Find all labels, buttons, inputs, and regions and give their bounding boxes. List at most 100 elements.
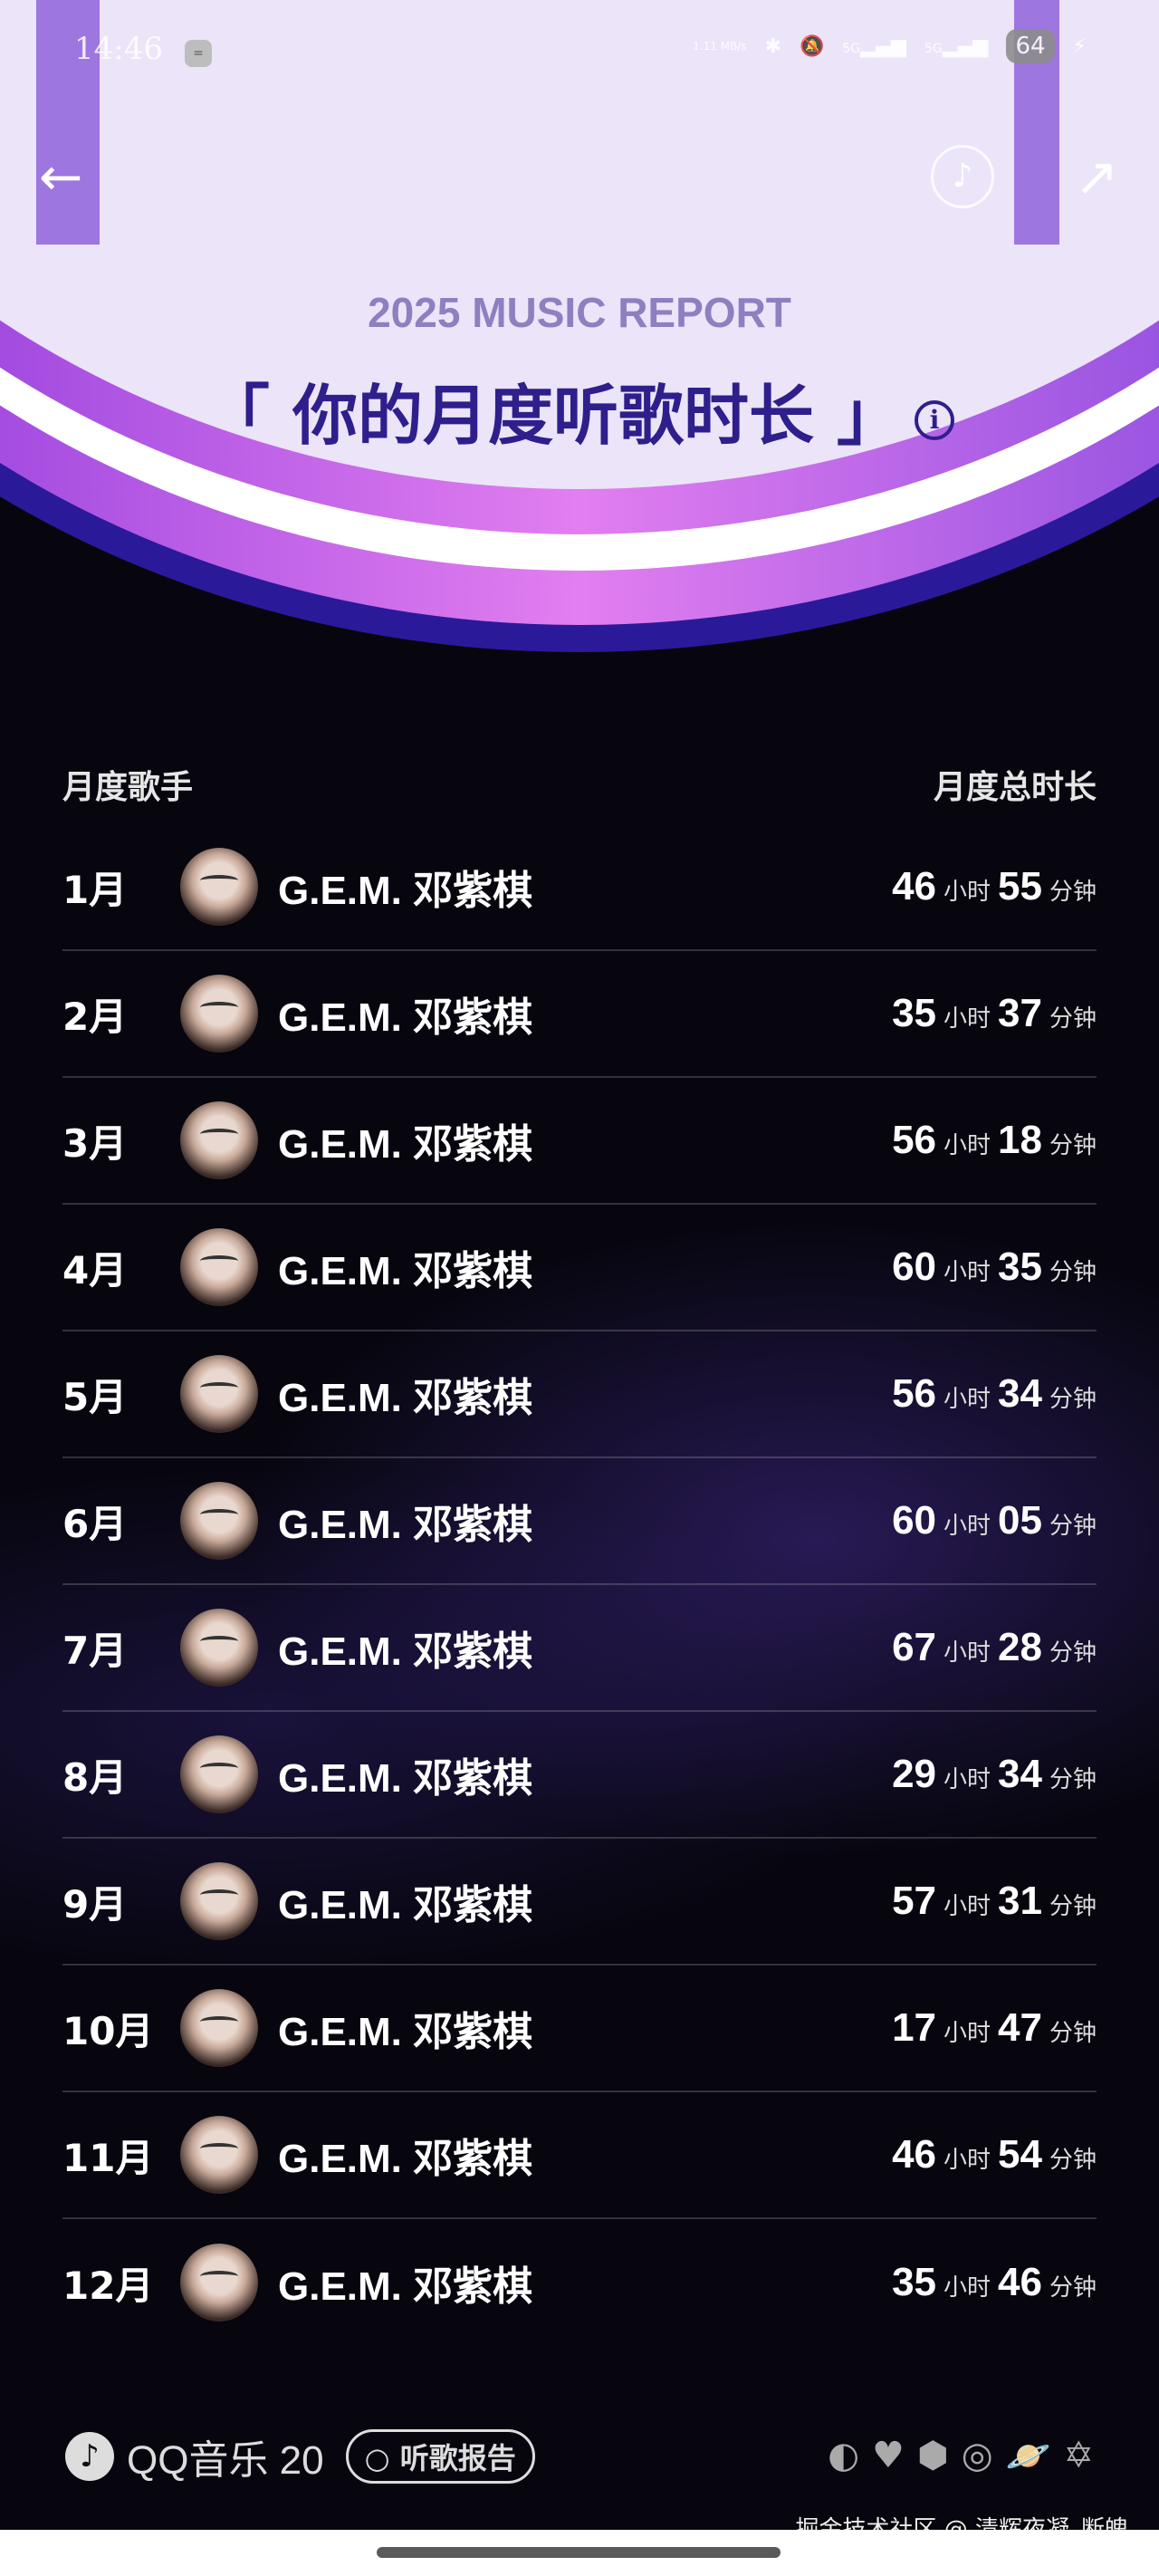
avatar bbox=[180, 1355, 258, 1433]
hero-background bbox=[0, 0, 1159, 688]
bluetooth-icon: ✱ bbox=[764, 34, 781, 58]
avatar bbox=[180, 1482, 258, 1560]
minutes-value: 31 bbox=[998, 1879, 1042, 1923]
hour-unit: 小时 bbox=[943, 2020, 991, 2047]
brand-name: QQ音乐 20 bbox=[127, 2438, 324, 2483]
page-title: 「 你的月度听歌时长 」 i bbox=[0, 362, 1159, 457]
duration: 56 小时 34 分钟 bbox=[892, 1371, 1097, 1417]
duration: 60 小时 35 分钟 bbox=[892, 1245, 1097, 1290]
minutes-value: 05 bbox=[998, 1498, 1042, 1543]
duration: 46 小时 54 分钟 bbox=[892, 2132, 1097, 2177]
table-header: 月度歌手 月度总时长 bbox=[62, 761, 1097, 824]
minute-unit: 分钟 bbox=[1049, 2147, 1097, 2174]
report-subtitle: 2025 MUSIC REPORT bbox=[368, 289, 791, 336]
table-row: 1月 G.E.M. 邓紫棋 46 小时 55 分钟 bbox=[62, 824, 1097, 951]
table-row: 11月 G.E.M. 邓紫棋 46 小时 54 分钟 bbox=[62, 2092, 1097, 2219]
artist-name: G.E.M. 邓紫棋 bbox=[278, 1122, 533, 1167]
minutes-value: 55 bbox=[998, 864, 1042, 908]
minute-unit: 分钟 bbox=[1049, 1386, 1097, 1413]
minutes-value: 18 bbox=[998, 1118, 1042, 1162]
minute-unit: 分钟 bbox=[1049, 1005, 1097, 1033]
duration: 60 小时 05 分钟 bbox=[892, 1498, 1097, 1543]
table-row: 7月 G.E.M. 邓紫棋 67 小时 28 分钟 bbox=[62, 1585, 1097, 1712]
artist-name: G.E.M. 邓紫棋 bbox=[278, 1249, 533, 1293]
avatar bbox=[180, 1862, 258, 1940]
artist-name: G.E.M. 邓紫棋 bbox=[278, 1756, 533, 1801]
table-row: 3月 G.E.M. 邓紫棋 56 小时 18 分钟 bbox=[62, 1078, 1097, 1205]
table-row: 6月 G.E.M. 邓紫棋 60 小时 05 分钟 bbox=[62, 1458, 1097, 1585]
watermark: 掘金技术社区 @ 清辉夜凝_断魄 bbox=[795, 2516, 1128, 2530]
planet-badge-icon: 🪐 bbox=[1005, 2436, 1051, 2477]
minute-unit: 分钟 bbox=[1049, 2020, 1097, 2047]
hour-unit: 小时 bbox=[943, 1386, 991, 1413]
hour-unit: 小时 bbox=[943, 2147, 991, 2174]
artist-name: G.E.M. 邓紫棋 bbox=[278, 2264, 533, 2309]
hour-unit: 小时 bbox=[943, 1639, 991, 1667]
hours-value: 56 bbox=[892, 1118, 937, 1162]
hours-value: 17 bbox=[892, 2005, 937, 2050]
header-duration: 月度总时长 bbox=[933, 769, 1097, 806]
heart-badge-icon: ♥ bbox=[871, 2435, 905, 2476]
avatar bbox=[180, 1735, 258, 1813]
minute-unit: 分钟 bbox=[1049, 1259, 1097, 1286]
avatar bbox=[180, 2244, 258, 2321]
footer-brand: ♪ QQ音乐 20 ○ 听歌报告 bbox=[65, 2427, 535, 2485]
home-indicator[interactable] bbox=[377, 2547, 781, 2558]
minute-unit: 分钟 bbox=[1049, 1132, 1097, 1159]
share-button[interactable]: ↗ bbox=[1065, 145, 1128, 208]
minutes-value: 34 bbox=[998, 1371, 1042, 1416]
minutes-value: 37 bbox=[998, 991, 1042, 1035]
month-label: 7月 bbox=[62, 1628, 128, 1673]
info-icon[interactable]: i bbox=[915, 400, 955, 441]
avatar bbox=[180, 1989, 258, 2067]
month-label: 6月 bbox=[62, 1501, 128, 1546]
table-row: 10月 G.E.M. 邓紫棋 17 小时 47 分钟 bbox=[62, 1966, 1097, 2092]
charging-icon: ⚡ bbox=[1072, 34, 1087, 58]
month-label: 11月 bbox=[62, 2135, 154, 2180]
star-badge-icon: ✡ bbox=[1063, 2435, 1094, 2476]
hours-value: 35 bbox=[892, 991, 937, 1035]
share-icon: ↗ bbox=[1074, 146, 1119, 207]
badge-row: ◐ ♥ ⬢ ◎ 🪐 ✡ bbox=[828, 2435, 1094, 2477]
month-label: 12月 bbox=[62, 2263, 154, 2308]
gem-badge-icon: ⬢ bbox=[916, 2435, 949, 2476]
month-label: 5月 bbox=[62, 1374, 128, 1419]
hours-value: 67 bbox=[892, 1625, 937, 1669]
artist-name: G.E.M. 邓紫棋 bbox=[278, 995, 533, 1040]
battery-icon: 64 bbox=[1006, 29, 1055, 63]
music-note-button[interactable]: ♪ bbox=[931, 145, 994, 208]
avatar bbox=[180, 848, 258, 926]
minutes-value: 46 bbox=[998, 2260, 1042, 2304]
clock-badge-icon: ◐ bbox=[828, 2435, 859, 2476]
minutes-value: 28 bbox=[998, 1625, 1042, 1669]
mute-icon: 🔕 bbox=[799, 34, 825, 58]
hours-value: 60 bbox=[892, 1498, 937, 1543]
hour-unit: 小时 bbox=[943, 1259, 991, 1286]
notification-icon: = bbox=[185, 40, 212, 67]
avatar bbox=[180, 975, 258, 1053]
minute-unit: 分钟 bbox=[1049, 879, 1097, 906]
back-button[interactable]: ← bbox=[29, 145, 92, 208]
month-label: 8月 bbox=[62, 1754, 128, 1800]
minute-unit: 分钟 bbox=[1049, 1639, 1097, 1667]
duration: 35 小时 46 分钟 bbox=[892, 2260, 1097, 2305]
month-label: 3月 bbox=[62, 1120, 128, 1166]
hour-unit: 小时 bbox=[943, 1132, 991, 1159]
artist-name: G.E.M. 邓紫棋 bbox=[278, 1629, 533, 1674]
artist-name: G.E.M. 邓紫棋 bbox=[278, 1503, 533, 1547]
search-icon: ○ bbox=[364, 2441, 400, 2475]
duration: 46 小时 55 分钟 bbox=[892, 864, 1097, 909]
artist-name: G.E.M. 邓紫棋 bbox=[278, 1376, 533, 1420]
duration: 56 小时 18 分钟 bbox=[892, 1118, 1097, 1163]
avatar bbox=[180, 2116, 258, 2194]
table-row: 8月 G.E.M. 邓紫棋 29 小时 34 分钟 bbox=[62, 1712, 1097, 1839]
report-button[interactable]: ○ 听歌报告 bbox=[345, 2429, 535, 2484]
minute-unit: 分钟 bbox=[1049, 2274, 1097, 2302]
monthly-table: 月度歌手 月度总时长 1月 G.E.M. 邓紫棋 46 小时 55 分钟 2月 … bbox=[62, 761, 1097, 2346]
duration: 57 小时 31 分钟 bbox=[892, 1879, 1097, 1924]
hours-value: 46 bbox=[892, 2132, 937, 2177]
minute-unit: 分钟 bbox=[1049, 1513, 1097, 1540]
minutes-value: 54 bbox=[998, 2132, 1042, 2177]
status-bar: 14:46 = 1.11 MB/s ✱ 🔕 5G▂▄▆ 5G▂▄▆ 64 ⚡ bbox=[0, 27, 1159, 72]
hours-value: 46 bbox=[892, 864, 937, 908]
